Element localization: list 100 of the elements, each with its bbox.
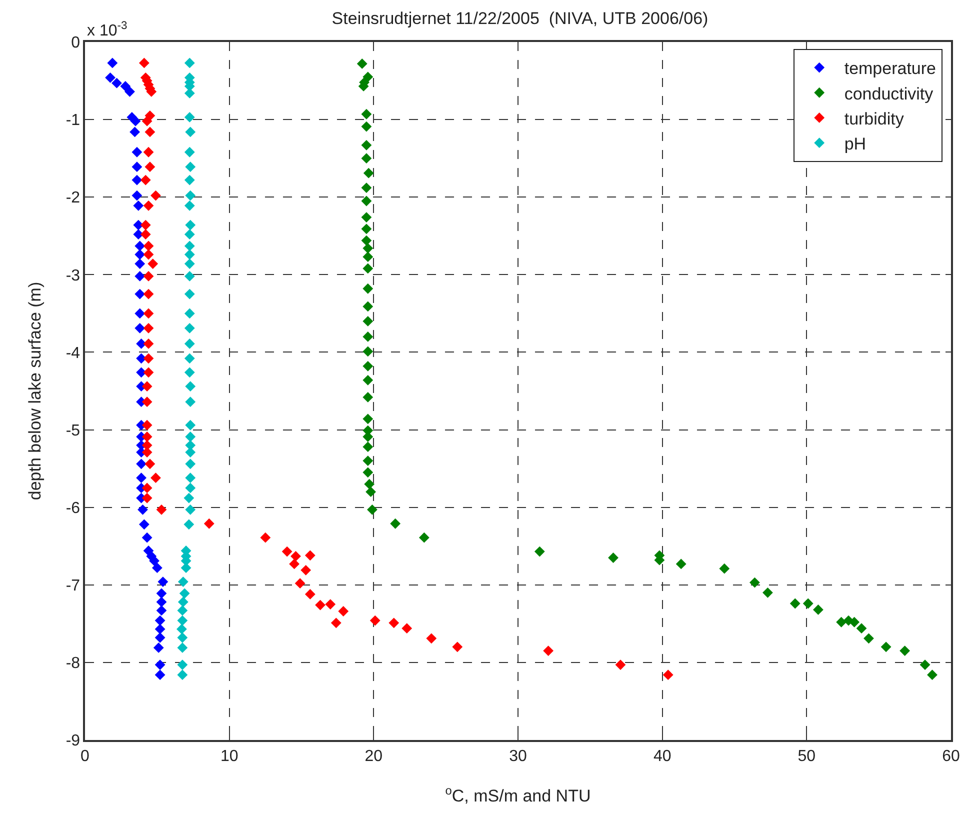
- y-tick-label: -5: [66, 422, 80, 440]
- point: [364, 478, 375, 490]
- point: [362, 332, 374, 342]
- point: [388, 618, 400, 628]
- point: [362, 346, 374, 357]
- point: [179, 588, 190, 599]
- point: [142, 492, 152, 504]
- point: [676, 558, 686, 570]
- point: [543, 646, 554, 656]
- point: [260, 532, 271, 543]
- point: [304, 589, 316, 600]
- y-tick-label: -3: [66, 267, 80, 284]
- point: [180, 562, 192, 574]
- point: [148, 258, 158, 270]
- point: [390, 518, 401, 529]
- point: [184, 492, 194, 504]
- point: [143, 146, 154, 158]
- point: [158, 576, 168, 587]
- point: [361, 121, 372, 132]
- point: [927, 670, 938, 680]
- point: [361, 108, 372, 120]
- point: [150, 472, 161, 484]
- y-tick-label: -7: [66, 577, 80, 594]
- point: [362, 414, 374, 424]
- point: [184, 58, 195, 68]
- point: [184, 519, 194, 530]
- point: [426, 633, 437, 644]
- point: [184, 288, 195, 300]
- point: [362, 263, 374, 274]
- point: [184, 229, 195, 240]
- point: [185, 126, 196, 138]
- point: [836, 616, 847, 628]
- point: [662, 670, 674, 680]
- point: [156, 605, 167, 616]
- point: [154, 624, 166, 634]
- point: [361, 140, 372, 150]
- point: [143, 249, 154, 260]
- point: [177, 632, 188, 643]
- point: [184, 258, 195, 270]
- point: [920, 660, 930, 670]
- point: [112, 78, 122, 88]
- point: [185, 472, 196, 484]
- point: [184, 308, 195, 319]
- point: [154, 615, 166, 626]
- point: [356, 58, 368, 69]
- point: [142, 116, 152, 126]
- x-tick-label: 20: [364, 748, 383, 765]
- point: [138, 504, 148, 515]
- point: [142, 482, 152, 494]
- y-tick-label: 0: [71, 34, 80, 52]
- point: [185, 420, 196, 430]
- point: [176, 624, 187, 634]
- point: [143, 308, 154, 319]
- point: [880, 642, 892, 652]
- point: [366, 486, 376, 498]
- point: [362, 392, 374, 402]
- x-tick-label: 40: [653, 748, 672, 765]
- point: [362, 283, 374, 294]
- x-tick-label: 60: [942, 748, 960, 765]
- point: [418, 532, 430, 543]
- point: [138, 58, 150, 68]
- point: [143, 367, 154, 378]
- point: [856, 623, 867, 634]
- point: [362, 252, 374, 262]
- point: [140, 174, 151, 186]
- point: [185, 447, 196, 458]
- legend-label: pH: [844, 134, 866, 154]
- x-tick-label: 30: [509, 748, 527, 765]
- point: [132, 146, 142, 158]
- y-tick-label: -9: [66, 732, 80, 750]
- point: [362, 360, 374, 372]
- point: [156, 596, 167, 608]
- point: [184, 249, 195, 260]
- point: [140, 229, 151, 240]
- point: [290, 550, 301, 562]
- point: [154, 632, 166, 643]
- x-tick-label: 50: [798, 748, 816, 765]
- point: [142, 532, 152, 543]
- point: [134, 322, 146, 334]
- text: x 10$^{-3}$: [87, 20, 128, 40]
- point: [864, 633, 874, 644]
- point: [142, 396, 152, 408]
- point: [143, 200, 154, 211]
- point: [762, 587, 773, 598]
- point: [138, 519, 150, 530]
- point: [304, 550, 316, 561]
- legend-label: temperature: [844, 59, 936, 78]
- point: [363, 168, 374, 178]
- point: [134, 258, 146, 270]
- point: [362, 243, 374, 254]
- point: [361, 224, 372, 234]
- point: [608, 552, 618, 563]
- point: [330, 618, 342, 628]
- point: [177, 615, 188, 626]
- point: [204, 518, 214, 529]
- point: [134, 240, 146, 252]
- point: [184, 240, 195, 252]
- point: [185, 504, 196, 515]
- point: [184, 338, 195, 349]
- point: [185, 432, 196, 442]
